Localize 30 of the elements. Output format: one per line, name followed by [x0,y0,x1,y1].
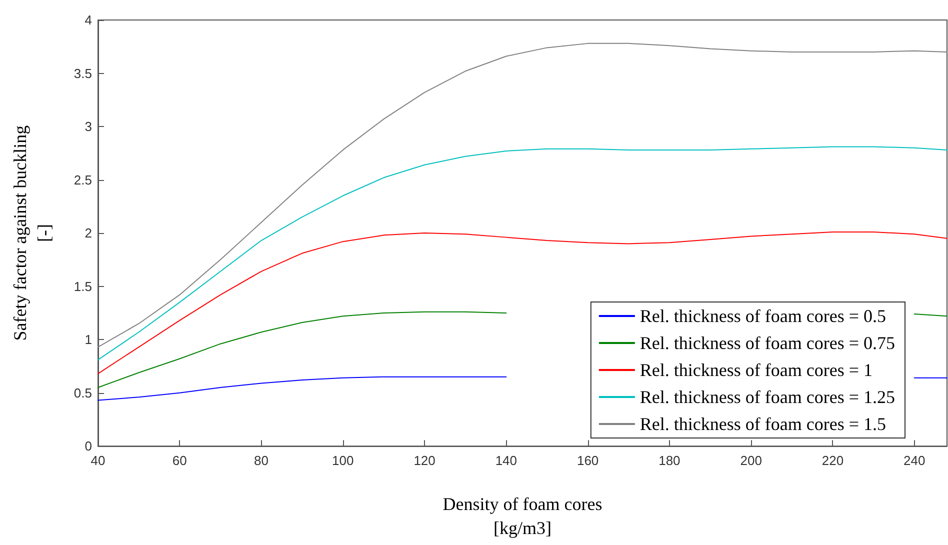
x-tick-label: 120 [414,453,436,468]
line-series [98,231,948,374]
line-series [98,42,948,348]
line-series [98,146,948,360]
x-tick-label: 140 [495,453,518,468]
legend-label: Rel. thickness of foam cores = 1 [640,360,872,380]
y-axis-title: Safety factor against buckling [-] [10,125,54,341]
x-axis-title: Density of foam cores [kg/m3] [442,494,602,538]
legend-label: Rel. thickness of foam cores = 1.5 [640,414,886,434]
y-tick-label: 2 [84,226,92,241]
x-tick-label: 160 [576,453,599,468]
x-tick-label: 100 [332,453,354,468]
x-tick-label: 40 [90,453,106,468]
y-tick-label: 3 [84,119,92,134]
legend-label: Rel. thickness of foam cores = 0.5 [640,306,886,326]
x-tick-label: 60 [172,453,187,468]
x-tick-label: 240 [903,453,926,468]
y-tick-label: 3.5 [74,66,92,81]
y-tick-label: 1 [84,332,92,348]
y-tick-label: 0 [84,438,92,454]
x-tick-label: 200 [740,453,762,468]
y-tick-label: 1.5 [74,278,92,294]
x-tick-label: 220 [822,453,844,468]
y-tick-label: 2.5 [74,172,92,188]
legend-label: Rel. thickness of foam cores = 0.75 [640,333,895,353]
y-tick-label: 0.5 [74,385,92,400]
y-tick-label: 4 [84,12,92,28]
x-tick-label: 180 [658,453,680,468]
legend-label: Rel. thickness of foam cores = 1.25 [640,387,895,407]
x-tick-label: 80 [254,453,269,468]
